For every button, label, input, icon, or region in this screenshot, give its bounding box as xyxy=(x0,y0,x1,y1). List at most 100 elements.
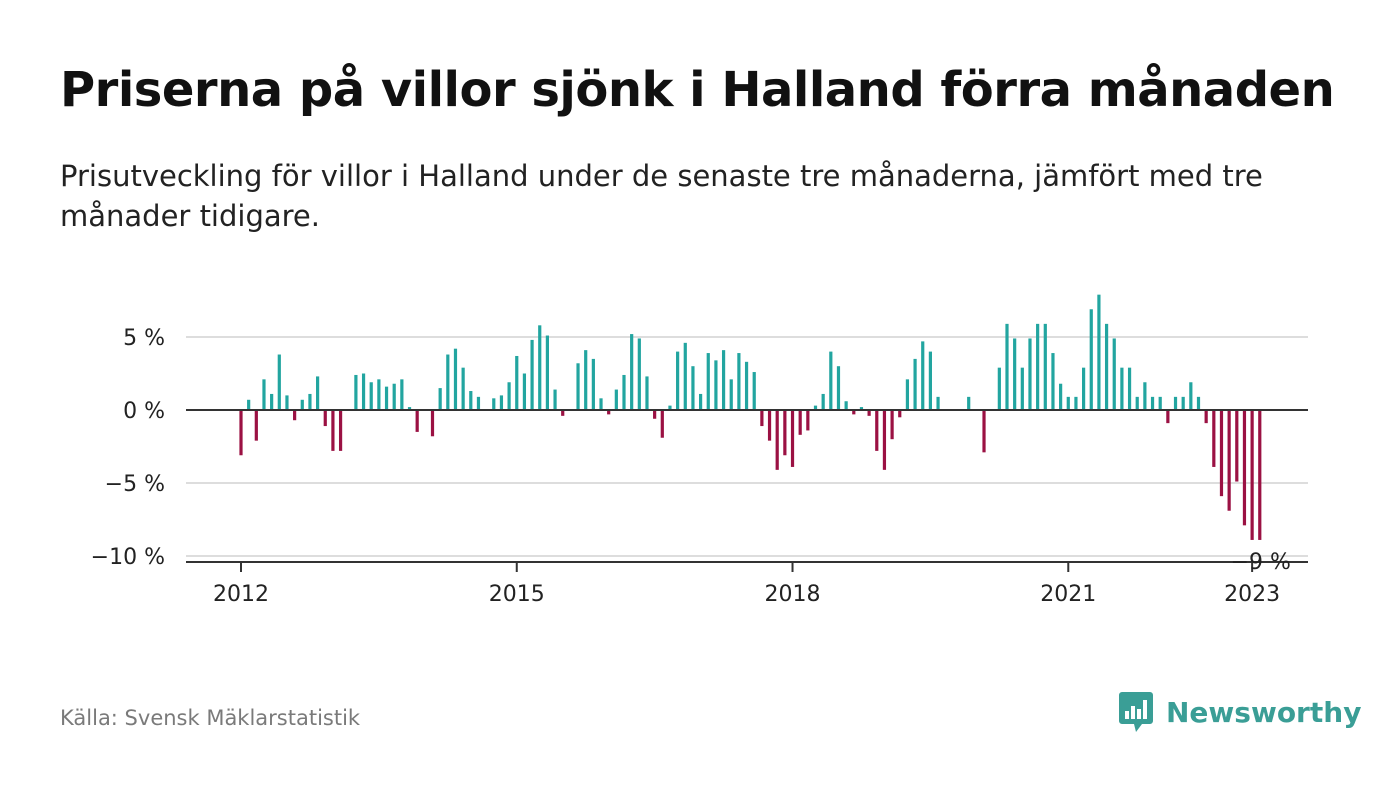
bar xyxy=(300,399,304,410)
bar xyxy=(913,358,917,410)
bar xyxy=(798,410,802,435)
bar xyxy=(1120,367,1124,410)
bar xyxy=(829,351,833,410)
bar xyxy=(1227,410,1231,511)
bar xyxy=(1166,410,1170,424)
bar xyxy=(270,393,274,410)
bar xyxy=(438,388,442,410)
bar xyxy=(1150,396,1155,410)
bar xyxy=(1059,383,1063,410)
bar xyxy=(1043,323,1047,410)
bar xyxy=(760,410,764,427)
bar xyxy=(293,410,297,421)
bar xyxy=(1020,367,1024,410)
y-tick-label: −10 % xyxy=(91,545,165,570)
bar xyxy=(721,350,726,410)
chart-subtitle: Prisutveckling för villor i Halland unde… xyxy=(60,159,1263,233)
bar xyxy=(1005,323,1009,410)
bars xyxy=(239,294,1262,540)
bar xyxy=(392,383,396,410)
bar xyxy=(875,410,879,451)
bar xyxy=(660,410,664,438)
bar xyxy=(813,405,818,410)
axes xyxy=(186,409,1308,572)
bar xyxy=(576,363,580,410)
x-tick-label: 2015 xyxy=(489,582,545,607)
bar xyxy=(430,410,435,437)
bar xyxy=(415,410,419,432)
brand-logo[interactable]: Newsworthy xyxy=(1118,690,1361,734)
bar xyxy=(744,361,749,410)
bar xyxy=(622,374,626,410)
bar xyxy=(882,410,887,470)
bar xyxy=(1235,410,1239,482)
bar xyxy=(331,410,335,451)
bar xyxy=(676,351,680,410)
bar xyxy=(369,382,373,410)
bar xyxy=(515,355,519,410)
bar xyxy=(1258,410,1262,540)
last-value-label: −9 % xyxy=(1231,550,1291,575)
bar xyxy=(1089,309,1093,410)
bar xyxy=(867,410,871,416)
bar xyxy=(1135,396,1139,410)
bar xyxy=(499,395,504,410)
bar xyxy=(361,373,366,410)
bar xyxy=(561,410,565,416)
bar xyxy=(476,396,481,410)
bar xyxy=(338,410,343,451)
bar xyxy=(584,350,588,410)
bar xyxy=(790,410,795,467)
x-tick-label: 2021 xyxy=(1040,582,1096,607)
bar xyxy=(1104,323,1109,410)
bar xyxy=(469,391,473,410)
chart-title: Priserna på villor sjönk i Halland förra… xyxy=(60,62,1335,118)
gridlines xyxy=(186,336,1308,557)
bar xyxy=(1196,396,1201,410)
bar xyxy=(384,386,389,410)
bar xyxy=(254,410,258,441)
bar xyxy=(630,334,634,410)
bar xyxy=(898,410,902,418)
bar xyxy=(453,348,458,410)
bar xyxy=(967,396,971,410)
bar xyxy=(1250,410,1254,540)
bar xyxy=(783,410,787,456)
bar xyxy=(928,351,932,410)
bar xyxy=(653,410,657,419)
bar xyxy=(262,379,266,410)
bar xyxy=(737,353,741,410)
bar xyxy=(377,379,381,410)
y-tick-label: −5 % xyxy=(105,472,165,497)
bar xyxy=(767,410,772,441)
bar xyxy=(1028,338,1032,410)
bar xyxy=(522,373,527,410)
bar xyxy=(1212,410,1216,467)
bar xyxy=(982,410,986,453)
bar xyxy=(407,407,412,410)
bar xyxy=(538,325,542,410)
bar xyxy=(1189,382,1193,410)
bar xyxy=(308,393,312,410)
bar xyxy=(277,354,281,410)
bar xyxy=(890,410,894,440)
bar xyxy=(323,410,327,427)
bar xyxy=(247,399,251,410)
bar xyxy=(905,379,910,410)
brand-name: Newsworthy xyxy=(1166,695,1362,729)
bar xyxy=(691,366,695,410)
axis-labels: 5 % 0 % −5 % −10 % 2012 2015 2018 2021 2023 −9 % xyxy=(91,326,1291,607)
bar xyxy=(607,410,611,415)
bar xyxy=(1036,323,1040,410)
bar xyxy=(545,335,549,410)
bar xyxy=(637,338,641,410)
bar xyxy=(591,358,595,410)
y-tick-label: 0 % xyxy=(123,399,165,424)
bar xyxy=(1204,410,1208,424)
bar xyxy=(553,389,557,410)
bar xyxy=(1173,396,1178,410)
bar xyxy=(844,401,848,410)
bar xyxy=(530,339,534,410)
y-tick-label: 5 % xyxy=(123,326,165,351)
